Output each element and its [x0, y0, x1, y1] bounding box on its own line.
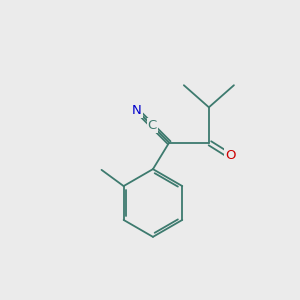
Text: C: C: [148, 119, 157, 132]
Text: O: O: [225, 149, 235, 162]
Text: N: N: [132, 104, 142, 117]
